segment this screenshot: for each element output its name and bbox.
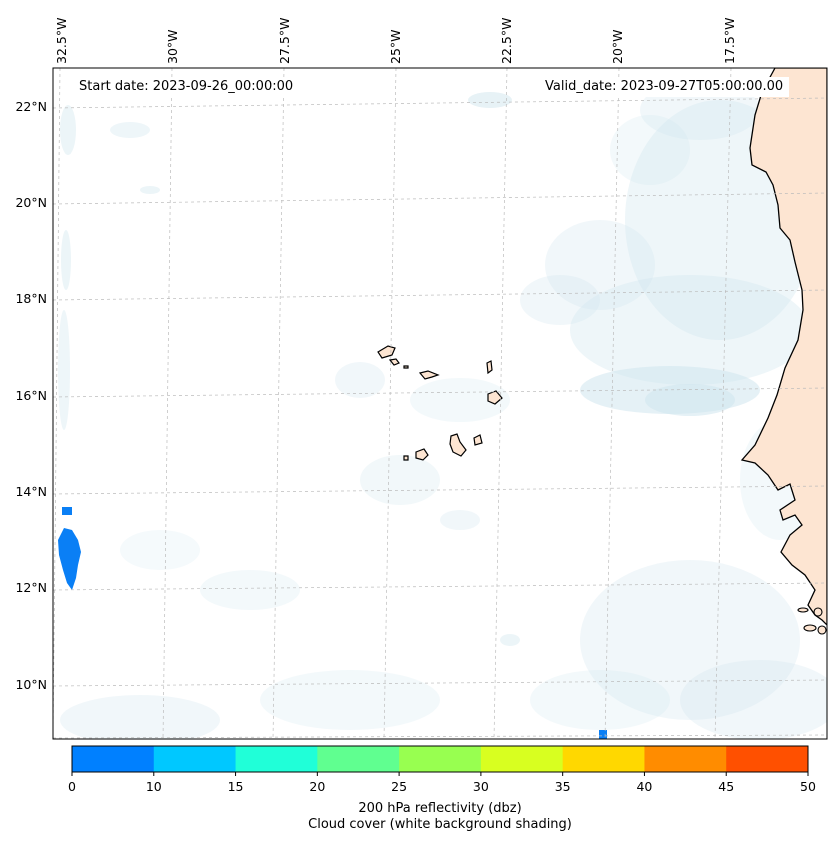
colorbar-cell: [562, 746, 645, 772]
cape-verde-islands: [377, 345, 503, 461]
colorbar-cell: [399, 746, 482, 772]
colorbar-tick-label: 0: [68, 779, 76, 794]
lat-label: 16°N: [15, 388, 47, 403]
colorbar-cell: [480, 746, 564, 772]
start-date-label: Start date: 2023-09-26_00:00:00: [73, 77, 300, 97]
colorbar: 0 10 15 20 25 30 35 40 45 50: [68, 745, 816, 794]
island-fogo: [415, 448, 429, 461]
lat-label: 22°N: [15, 99, 47, 114]
lat-label: 20°N: [15, 195, 47, 210]
island-maio: [473, 434, 483, 446]
colorbar-tick-label: 50: [800, 779, 816, 794]
lon-label: 30°W: [165, 29, 180, 64]
island-brava: [403, 455, 409, 461]
lon-label: 20°W: [610, 29, 625, 64]
africa-land: [740, 68, 827, 626]
colorbar-cell: [317, 746, 400, 772]
colorbar-tick-label: 30: [473, 779, 489, 794]
lon-label: 25°W: [388, 29, 403, 64]
latitude-labels: 22°N 20°N 18°N 16°N 14°N 12°N 10°N: [15, 99, 47, 692]
lon-label: 22.5°W: [499, 18, 514, 64]
bijagos-islands: [797, 607, 827, 635]
colorbar-tick-label: 35: [555, 779, 571, 794]
reflectivity-layer: [58, 507, 607, 739]
colorbar-cell: [153, 746, 237, 772]
colorbar-tick-label: 25: [391, 779, 407, 794]
island-sao-nicolau: [418, 370, 440, 380]
colorbar-tick-label: 10: [146, 779, 162, 794]
colorbar-frame: [71, 745, 809, 773]
colorbar-cell: [644, 746, 727, 772]
island-santa-luzia: [403, 365, 409, 369]
lon-label: 32.5°W: [54, 18, 69, 64]
island-sal: [486, 360, 493, 375]
lat-label: 10°N: [15, 677, 47, 692]
longitude-labels: 32.5°W 30°W 27.5°W 25°W 22.5°W 20°W 17.5…: [54, 18, 737, 64]
colorbar-cell: [72, 746, 155, 772]
colorbar-subtitle: Cloud cover (white background shading): [308, 817, 572, 832]
colorbar-tick-label: 20: [309, 779, 325, 794]
island-santiago: [449, 433, 467, 457]
island-santo-antao: [377, 345, 396, 359]
map-frame: [52, 67, 828, 740]
lon-label: 27.5°W: [277, 18, 292, 64]
lat-label: 18°N: [15, 291, 47, 306]
graticule: [53, 68, 827, 739]
lat-label: 14°N: [15, 484, 47, 499]
lat-label: 12°N: [15, 580, 47, 595]
island-sao-vicente: [388, 358, 400, 366]
colorbar-tick-label: 40: [636, 779, 652, 794]
colorbar-tick-label: 45: [718, 779, 734, 794]
lon-label: 17.5°W: [722, 18, 737, 64]
colorbar-cell: [726, 746, 809, 772]
colorbar-tick-label: 15: [228, 779, 244, 794]
colorbar-title: 200 hPa reflectivity (dbz): [358, 801, 522, 816]
valid-date-label: Valid_date: 2023-09-27T05:00:00.00: [539, 77, 790, 97]
island-boa-vista: [487, 390, 503, 405]
colorbar-cell: [235, 746, 318, 772]
